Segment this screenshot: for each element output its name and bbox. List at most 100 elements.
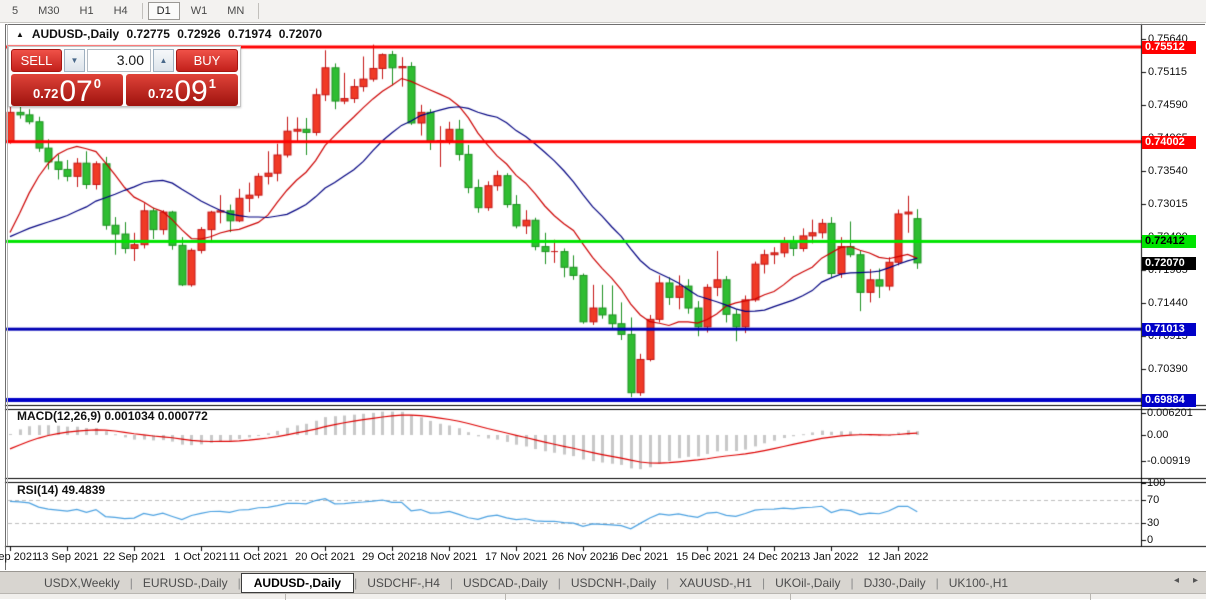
tab-separator: |: [761, 575, 766, 590]
rsi-axis-label: 0: [1147, 534, 1154, 546]
macd-label: MACD(12,26,9) 0.001034 0.000772: [17, 409, 208, 423]
timeframe-button-m30[interactable]: M30: [38, 5, 60, 17]
statusbar-separator: [285, 594, 286, 600]
toolbar-separator: [258, 3, 260, 19]
price-badge: 0.69884: [1142, 393, 1196, 407]
price-badge: 0.75512: [1142, 40, 1196, 54]
timeframe-button-5[interactable]: 5: [12, 5, 19, 17]
chart-window-border: [7, 24, 8, 546]
chart-window-border: [5, 24, 6, 570]
date-tick-label: 20 Oct 2021: [295, 551, 356, 563]
rsi-axis-label: 100: [1147, 477, 1166, 489]
macd-title: MACD(12,26,9): [17, 409, 102, 423]
rsi-value: 49.4839: [61, 483, 106, 497]
date-tick-label: 22 Sep 2021: [102, 551, 166, 563]
chart-tab-usdcad-daily[interactable]: USDCAD-,Daily: [463, 575, 548, 590]
price-badge: 0.74002: [1142, 135, 1196, 149]
status-bar: [0, 593, 1206, 600]
chart-tab-audusd-daily[interactable]: AUDUSD-,Daily: [240, 572, 355, 593]
tab-separator: |: [237, 575, 241, 590]
rsi-label: RSI(14) 49.4839: [17, 483, 105, 497]
price-badge: 0.72412: [1142, 234, 1196, 248]
collapse-arrow-icon[interactable]: ▲: [16, 30, 24, 39]
sell-price-prefix: 0.72: [33, 86, 59, 101]
chart-tab-bar: USDX,Weekly | EURUSD-,Daily | AUDUSD-,Daily |…: [0, 571, 1206, 593]
one-click-trade-panel: SELL ▼ 3.00 ▲ BUY 0.72 07 0 0.72 09 1: [8, 46, 241, 107]
tab-separator: |: [850, 575, 854, 590]
ohlc-close: 0.72070: [278, 27, 323, 41]
date-tick-label: 29 Oct 2021: [362, 551, 422, 563]
tab-separator: |: [449, 575, 454, 590]
price-tick-label: 0.73015: [1148, 198, 1188, 210]
chart-symbol-label: AUDUSD-,Daily: [31, 27, 120, 41]
timeframe-toolbar: 5 M30 H1 H4 D1 W1 MN: [0, 0, 1206, 23]
chart-tab-dj30-daily[interactable]: DJ30-,Daily: [863, 575, 926, 590]
buy-button[interactable]: BUY: [176, 49, 238, 72]
chart-tab-eurusd-daily[interactable]: EURUSD-,Daily: [142, 575, 228, 590]
chart-tab-usdchf-h4[interactable]: USDCHF-,H4: [367, 575, 440, 590]
price-tick-label: 0.75115: [1148, 66, 1187, 78]
date-tick-label: 12 Jan 2022: [867, 551, 929, 563]
tab-separator: |: [354, 575, 358, 590]
rsi-axis-label: 30: [1147, 517, 1160, 529]
date-tick-label: 11 Oct 2021: [228, 551, 288, 563]
sell-price-display[interactable]: 0.72 07 0: [11, 74, 123, 108]
rsi-axis-label: 70: [1147, 494, 1160, 506]
date-tick-label: 17 Nov 2021: [484, 551, 548, 563]
chart-tab-xauusd-h1[interactable]: XAUUSD-,H1: [679, 575, 752, 590]
ohlc-low: 0.71974: [227, 27, 272, 41]
volume-decrease-button[interactable]: ▼: [64, 49, 85, 72]
buy-price-prefix: 0.72: [148, 86, 174, 101]
price-badge: 0.71013: [1142, 322, 1196, 336]
price-tick-label: 0.73540: [1148, 165, 1188, 177]
chart-tab-uk100-h1[interactable]: UK100-,H1: [948, 575, 1009, 590]
sell-button[interactable]: SELL: [11, 49, 62, 72]
tab-separator: |: [666, 575, 670, 590]
date-tick-label: 13 Sep 2021: [36, 551, 99, 563]
rsi-title: RSI(14): [17, 483, 59, 497]
tab-scroll-left-icon[interactable]: ◂: [1173, 575, 1179, 586]
timeframe-button-h4[interactable]: H4: [113, 5, 128, 17]
tab-separator: |: [129, 575, 133, 590]
date-tick-label: 8 Nov 2021: [421, 551, 478, 563]
buy-price-display[interactable]: 0.72 09 1: [126, 74, 238, 108]
chart-tab-usdcnh-daily[interactable]: USDCNH-,Daily: [570, 575, 657, 590]
chart-title: ▲ AUDUSD-,Daily 0.72775 0.72926 0.71974 …: [16, 27, 326, 41]
statusbar-separator: [790, 594, 791, 600]
tab-scroll-right-icon[interactable]: ▸: [1192, 575, 1198, 586]
date-tick-label: 15 Dec 2021: [675, 551, 739, 563]
price-tick-label: 0.74590: [1148, 99, 1188, 111]
timeframe-button-mn[interactable]: MN: [227, 5, 245, 17]
statusbar-separator: [505, 594, 506, 600]
ohlc-high: 0.72926: [177, 27, 221, 41]
timeframe-button-h1[interactable]: H1: [79, 5, 94, 17]
price-tick-label: 0.70390: [1148, 363, 1188, 375]
tab-scroll-controls: ◂ ▸: [1174, 575, 1198, 586]
tab-separator: |: [935, 575, 939, 590]
macd-axis-label: 0.00: [1147, 429, 1169, 441]
date-tick-label: 1 Oct 2021: [174, 551, 228, 563]
chart-tab-ukoil-daily[interactable]: UKOil-,Daily: [775, 575, 841, 590]
macd-axis-label: -0.00919: [1147, 455, 1191, 467]
macd-axis-label: 0.006201: [1147, 407, 1193, 419]
date-tick-label: 26 Nov 2021: [551, 551, 615, 563]
price-badge: 0.72070: [1142, 256, 1196, 270]
timeframe-button-w1[interactable]: W1: [190, 5, 208, 17]
price-tick-label: 0.71440: [1148, 297, 1188, 309]
ohlc-open: 0.72775: [126, 27, 170, 41]
date-tick-label: 24 Dec 2021: [742, 551, 806, 563]
sell-price-big: 07: [59, 75, 93, 108]
buy-price-sup: 1: [208, 76, 216, 91]
volume-input[interactable]: 3.00: [87, 49, 151, 72]
toolbar-separator: [141, 3, 143, 19]
statusbar-separator: [1090, 594, 1091, 600]
buy-price-big: 09: [174, 75, 208, 108]
chart-tab-usdx-weekly[interactable]: USDX,Weekly: [44, 575, 120, 590]
chart-window-border: [5, 24, 1205, 25]
date-tick-label: 3 Sep 2021: [0, 551, 39, 563]
volume-increase-button[interactable]: ▲: [153, 49, 174, 72]
macd-values: 0.001034 0.000772: [104, 409, 208, 423]
timeframe-button-d1[interactable]: D1: [147, 2, 180, 20]
date-tick-label: 6 Dec 2021: [612, 551, 669, 563]
